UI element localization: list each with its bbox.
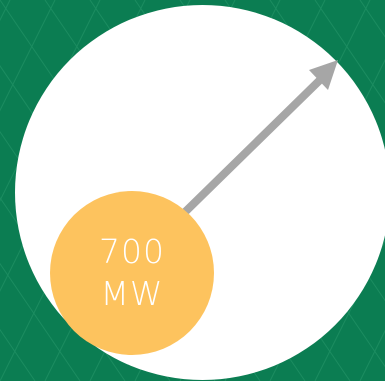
capacity-badge: 700 MW (50, 191, 214, 355)
capacity-unit: MW (100, 274, 164, 313)
capacity-value: 700 (99, 232, 165, 271)
